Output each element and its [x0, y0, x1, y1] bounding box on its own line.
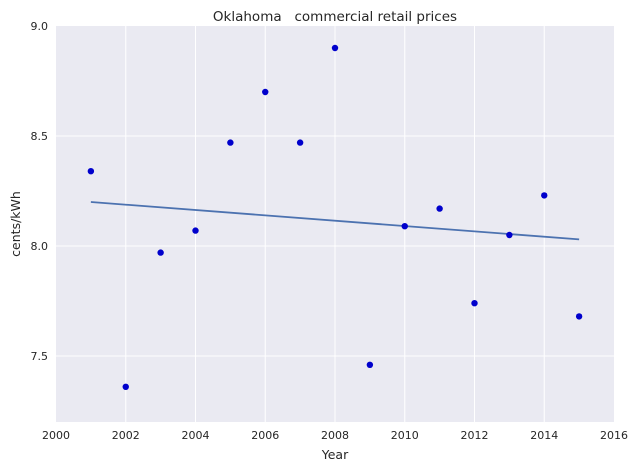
- x-tick-label: 2004: [182, 429, 210, 442]
- x-tick-label: 2010: [391, 429, 419, 442]
- x-tick-label: 2012: [461, 429, 489, 442]
- trend-line: [90, 201, 580, 241]
- x-tick-label: 2002: [112, 429, 140, 442]
- trend-line-group: [90, 201, 580, 241]
- x-tick-label: 2014: [530, 429, 558, 442]
- chart-title: Oklahoma commercial retail prices: [213, 9, 457, 25]
- y-axis-ticks: 7.5 8.0 8.5 9.0: [31, 20, 49, 363]
- data-point: [122, 383, 129, 390]
- data-point: [227, 139, 234, 146]
- data-point: [471, 300, 478, 307]
- x-tick-label: 2000: [42, 429, 70, 442]
- data-point: [436, 205, 443, 212]
- y-tick-label: 8.5: [31, 130, 49, 143]
- y-axis-label: cents/kWh: [8, 191, 23, 257]
- data-point: [296, 139, 304, 146]
- data-point: [192, 227, 199, 234]
- x-tick-label: 2016: [600, 429, 628, 442]
- data-point: [401, 223, 408, 230]
- x-tick-label: 2008: [321, 429, 349, 442]
- y-tick-label: 8.0: [31, 240, 49, 253]
- x-tick-label: 2006: [251, 429, 279, 442]
- data-point: [87, 168, 95, 175]
- data-point: [506, 231, 513, 239]
- data-point: [262, 88, 269, 96]
- data-points: [87, 44, 583, 390]
- data-point: [157, 249, 164, 256]
- data-point: [541, 192, 548, 199]
- data-point: [575, 313, 583, 320]
- y-tick-label: 9.0: [31, 20, 49, 33]
- data-point: [331, 44, 339, 52]
- x-axis-ticks: 2000 2002 2004 2006 2008 2010 2012 2014 2016: [42, 429, 628, 442]
- x-axis-label: Year: [321, 447, 349, 462]
- y-tick-label: 7.5: [31, 350, 49, 363]
- data-point: [366, 361, 374, 368]
